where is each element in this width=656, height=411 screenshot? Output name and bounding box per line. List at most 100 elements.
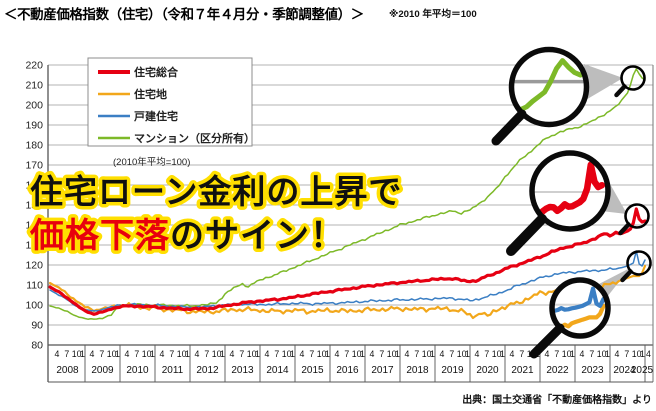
- y-tick-label: 180: [25, 140, 43, 152]
- x-year-label: 2009: [91, 365, 114, 376]
- x-month-label: 1: [360, 349, 365, 359]
- legend-label-1: 住宅地: [134, 87, 167, 101]
- small-magnifier-rings: [614, 65, 652, 283]
- y-tick-label: 90: [31, 320, 43, 332]
- small-magnifier-ring: [620, 65, 646, 91]
- x-year-label: 2015: [301, 365, 324, 376]
- x-year-label: 2022: [546, 365, 569, 376]
- x-month-label: 1: [220, 349, 225, 359]
- small-magnifier-ring: [626, 250, 652, 276]
- x-month-label: 1: [325, 349, 330, 359]
- x-month-label: 10: [632, 349, 642, 359]
- x-month-label: 10: [142, 349, 152, 359]
- y-tick-label: 210: [25, 80, 43, 92]
- headline-line2-rest: のサイン！: [170, 217, 345, 255]
- x-year-label: 2019: [441, 365, 464, 376]
- x-month-label: 7: [379, 349, 384, 359]
- x-month-label: 4: [405, 349, 410, 359]
- x-year-label: 2013: [231, 365, 254, 376]
- x-year-label: 2023: [581, 365, 604, 376]
- magnifier-2: [529, 277, 611, 359]
- y-tick-label: 100: [25, 300, 43, 312]
- y-tick-label: 140: [25, 220, 43, 232]
- series-lines: [48, 68, 647, 320]
- x-year-label: 2021: [511, 365, 534, 376]
- series-line-0: [48, 207, 647, 316]
- x-month-label: 4: [230, 349, 235, 359]
- x-month-label: 7: [274, 349, 279, 359]
- x-month-label: 7: [589, 349, 594, 359]
- x-month-label: 10: [247, 349, 257, 359]
- x-month-label: 7: [134, 349, 139, 359]
- source-credit: 出典：国土交通省「不動産価格指数」より: [462, 393, 652, 406]
- magnified-view: [534, 161, 606, 220]
- x-month-label: 7: [309, 349, 314, 359]
- x-month-label: 10: [317, 349, 327, 359]
- x-month-label: 4: [615, 349, 620, 359]
- x-year-label: 2017: [371, 365, 394, 376]
- x-month-label: 10: [492, 349, 502, 359]
- x-year-label: 2008: [56, 365, 79, 376]
- x-month-label: 7: [624, 349, 629, 359]
- x-year-label: 2011: [162, 365, 184, 376]
- x-month-label: 7: [204, 349, 209, 359]
- x-month-label: 4: [160, 349, 165, 359]
- small-magnifier-handle: [618, 222, 631, 236]
- magnifier-handle: [491, 109, 527, 146]
- magnifier-ring: [529, 150, 611, 232]
- x-month-label: 4: [55, 349, 60, 359]
- magnifier-handle: [506, 214, 547, 256]
- magnified-series-2: [554, 286, 606, 313]
- legend-label-2: 戸建住宅: [134, 109, 178, 123]
- x-month-label: 7: [99, 349, 104, 359]
- x-month-label: 4: [475, 349, 480, 359]
- x-month-label: 1: [290, 349, 295, 359]
- x-month-label: 1: [80, 349, 85, 359]
- x-month-label: 4: [510, 349, 515, 359]
- magnifier-1: [506, 150, 611, 256]
- zoom-beam-mansion: [584, 64, 623, 101]
- x-year-label: 2014: [266, 365, 289, 376]
- x-year-label: 2016: [336, 365, 359, 376]
- y-tick-label: 190: [25, 120, 43, 132]
- x-month-label: 4: [440, 349, 445, 359]
- magnifier-handle: [529, 323, 565, 359]
- headline-line2-highlight: 価格下落: [29, 217, 170, 255]
- legend-label-3: マンション（区分所有）: [134, 131, 255, 145]
- x-year-label: 2018: [406, 365, 429, 376]
- y-tick-label: 80: [31, 340, 43, 352]
- y-tick-label: 130: [25, 240, 43, 252]
- y-tick-label: 200: [25, 100, 43, 112]
- x-month-label: 1: [605, 349, 610, 359]
- x-month-label: 7: [519, 349, 524, 359]
- base-year-note: ※2010 年平均＝100: [389, 8, 477, 20]
- x-month-label: 4: [125, 349, 130, 359]
- x-month-label: 4: [370, 349, 375, 359]
- x-month-label: 10: [107, 349, 117, 359]
- series-line-1: [48, 264, 647, 320]
- x-month-label: 10: [562, 349, 572, 359]
- x-month-label: 1: [465, 349, 470, 359]
- small-magnifier-ring: [624, 203, 650, 229]
- x-month-label: 10: [352, 349, 362, 359]
- legend-label-0: 住宅総合: [134, 65, 179, 79]
- magnifier-ring: [508, 46, 590, 128]
- x-month-label: 1: [430, 349, 435, 359]
- x-month-label: 7: [484, 349, 489, 359]
- x-month-label: 7: [414, 349, 419, 359]
- x-month-label: 1: [255, 349, 260, 359]
- x-month-label: 4: [195, 349, 200, 359]
- magnified-series-3: [513, 58, 583, 116]
- x-year-label: 2024: [613, 365, 636, 376]
- y-axis-labels: 80 90 100 110 120 130 140 150 160 170 180 190 200 210…: [25, 60, 43, 352]
- x-year-label: 2012: [196, 365, 219, 376]
- x-month-label: 4: [300, 349, 305, 359]
- x-month-label: 10: [177, 349, 187, 359]
- x-month-label: 1: [570, 349, 575, 359]
- y-tick-label: 170: [25, 160, 43, 172]
- small-magnifier-handle: [614, 84, 627, 98]
- y-tick-label: 220: [25, 60, 43, 72]
